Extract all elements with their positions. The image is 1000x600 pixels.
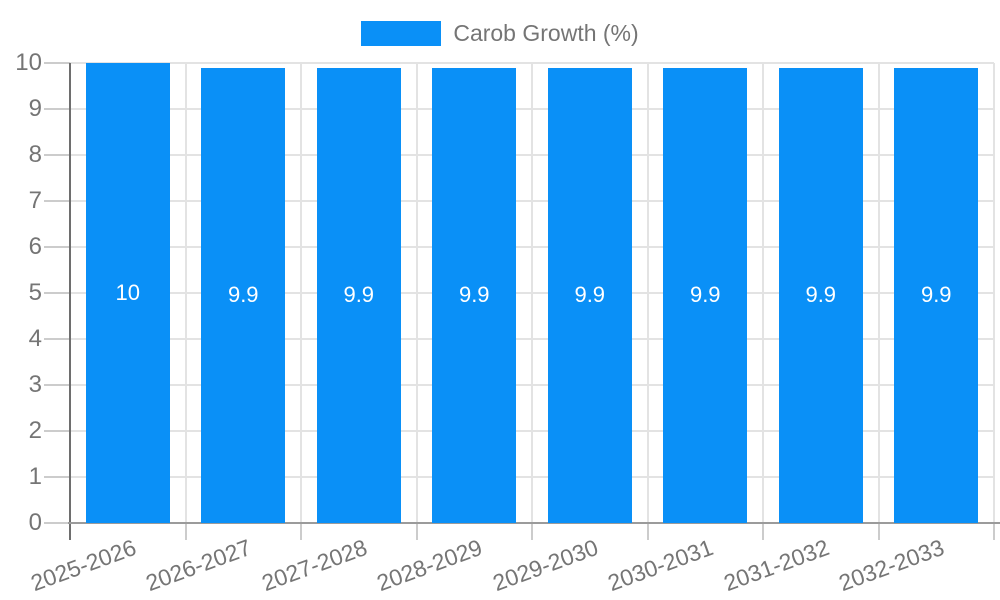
bar[interactable] bbox=[317, 67, 401, 523]
x-axis-tick-label: 2029-2030 bbox=[489, 534, 602, 597]
bar-value-label: 10 bbox=[115, 280, 140, 305]
chart-legend: Carob Growth (%) bbox=[0, 21, 1000, 46]
bar-value-label: 9.9 bbox=[805, 282, 837, 308]
x-gridline bbox=[993, 63, 995, 523]
x-tick bbox=[993, 523, 995, 540]
x-tick bbox=[300, 523, 302, 540]
y-tick bbox=[44, 338, 70, 340]
y-tick bbox=[44, 384, 70, 386]
x-axis-line bbox=[68, 522, 1000, 524]
bar-value-label: 9.9 bbox=[458, 282, 490, 308]
y-axis-tick-label: 3 bbox=[28, 371, 42, 398]
x-axis-tick-label: 2031-2032 bbox=[720, 534, 833, 597]
bar[interactable] bbox=[201, 67, 285, 523]
bar[interactable] bbox=[663, 67, 747, 523]
x-axis-tick-label: 2032-2033 bbox=[835, 534, 948, 597]
y-tick bbox=[44, 246, 70, 248]
y-axis-tick-label: 8 bbox=[28, 141, 42, 168]
x-tick bbox=[762, 523, 764, 540]
x-gridline bbox=[877, 63, 880, 523]
bar-value-label: 9.9 bbox=[227, 282, 259, 308]
y-tick bbox=[44, 522, 70, 524]
y-axis-line bbox=[69, 63, 71, 540]
x-tick bbox=[415, 523, 418, 540]
y-axis-tick-label: 9 bbox=[28, 95, 42, 122]
y-axis-tick-label: 6 bbox=[28, 233, 42, 260]
bar[interactable] bbox=[548, 67, 632, 523]
y-tick bbox=[44, 154, 70, 156]
y-axis-tick-label: 7 bbox=[28, 187, 42, 214]
bar[interactable] bbox=[432, 67, 516, 523]
x-axis-tick-label: 2028-2029 bbox=[373, 534, 486, 597]
y-tick bbox=[44, 62, 70, 64]
x-gridline bbox=[762, 63, 764, 523]
x-gridline bbox=[531, 63, 533, 523]
x-tick bbox=[184, 523, 187, 540]
bar[interactable] bbox=[86, 63, 170, 523]
bar-value-label: 9.9 bbox=[920, 282, 952, 308]
y-tick bbox=[44, 200, 70, 202]
y-tick bbox=[44, 292, 70, 294]
x-tick bbox=[531, 523, 533, 540]
bar[interactable] bbox=[894, 67, 978, 523]
legend-label: Carob Growth (%) bbox=[453, 20, 639, 46]
y-axis-tick-label: 5 bbox=[28, 279, 42, 306]
y-axis-tick-label: 2 bbox=[28, 417, 42, 444]
x-axis-tick-label: 2025-2026 bbox=[27, 534, 140, 597]
y-axis-tick-label: 1 bbox=[28, 463, 42, 490]
x-gridline bbox=[646, 63, 649, 523]
y-axis-tick-label: 10 bbox=[15, 49, 42, 76]
y-axis-tick-label: 0 bbox=[28, 509, 42, 536]
y-axis-tick-label: 4 bbox=[28, 325, 42, 352]
y-tick bbox=[44, 430, 70, 432]
bar-value-label: 9.9 bbox=[574, 282, 606, 308]
x-tick bbox=[877, 523, 880, 540]
x-axis-tick-label: 2027-2028 bbox=[258, 534, 371, 597]
bar[interactable] bbox=[779, 67, 863, 523]
y-tick bbox=[44, 476, 70, 478]
x-tick bbox=[646, 523, 649, 540]
legend-swatch bbox=[361, 21, 442, 46]
bar-value-label: 9.9 bbox=[343, 282, 375, 308]
y-tick bbox=[44, 108, 70, 110]
x-gridline bbox=[300, 63, 302, 523]
x-axis-tick-label: 2026-2027 bbox=[142, 534, 255, 597]
x-axis-tick-label: 2030-2031 bbox=[604, 534, 717, 597]
x-gridline bbox=[184, 63, 187, 523]
x-gridline bbox=[415, 63, 418, 523]
bar-value-label: 9.9 bbox=[689, 282, 721, 308]
